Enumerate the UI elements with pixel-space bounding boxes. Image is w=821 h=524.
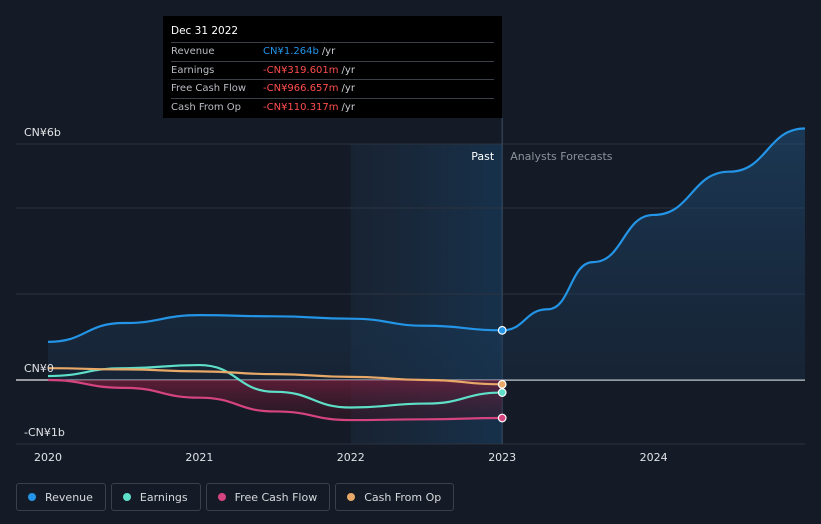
series-end-marker-free-cash-flow <box>497 413 507 423</box>
series-line-free-cash-flow <box>47 378 503 422</box>
legend-item-free-cash-flow[interactable]: Free Cash Flow <box>205 483 331 511</box>
legend-item-revenue[interactable]: Revenue <box>16 483 106 511</box>
y-label-zero: CN¥0 <box>24 362 54 375</box>
tooltip-unit: /yr <box>341 101 355 113</box>
x-tick-label-2022: 2022 <box>337 451 365 464</box>
tooltip-label: Earnings <box>171 64 215 76</box>
series-end-marker-earnings <box>497 388 507 397</box>
chart-legend: Revenue Earnings Free Cash Flow Cash Fro… <box>16 483 455 511</box>
tooltip-unit: /yr <box>341 83 355 94</box>
legend-label: Earnings <box>139 490 188 504</box>
tooltip-row-earnings: Earnings -CN¥319.601m /yr <box>171 60 494 80</box>
series-area-revenue <box>48 128 805 380</box>
series-line-revenue <box>47 314 503 343</box>
legend-dot-icon <box>122 493 131 501</box>
tooltip-row-revenue: Revenue CN¥1.264b /yr <box>171 42 494 61</box>
x-tick-label-2023: 2023 <box>488 451 516 464</box>
series-end-marker-cash-from-op <box>497 379 507 389</box>
legend-item-cash-from-op[interactable]: Cash From Op <box>335 483 455 511</box>
x-tick-label-2024: 2024 <box>640 451 668 464</box>
legend-label: Revenue <box>45 490 93 504</box>
x-tick-label-2020: 2020 <box>34 451 62 464</box>
tooltip-row-cash-from-op: Cash From Op -CN¥110.317m /yr <box>171 97 494 117</box>
tooltip-label: Revenue <box>171 46 215 57</box>
data-tooltip: Dec 31 2022 Revenue CN¥1.264b /yr Earnin… <box>163 16 502 118</box>
y-label-bottom: -CN¥1b <box>24 426 65 439</box>
legend-dot-icon <box>217 493 226 501</box>
tooltip-value: -CN¥319.601m <box>263 64 339 76</box>
legend-label: Cash From Op <box>364 490 442 504</box>
tooltip-label: Cash From Op <box>171 101 242 113</box>
tooltip-date: Dec 31 2022 <box>171 25 239 37</box>
x-tick-label-2021: 2021 <box>185 451 213 464</box>
past-label: Past <box>471 150 495 163</box>
tooltip-value: -CN¥110.317m <box>263 101 339 113</box>
legend-label: Free Cash Flow <box>234 490 318 504</box>
tooltip-unit: /yr <box>341 64 355 76</box>
tooltip-unit: /yr <box>321 46 336 57</box>
tooltip-label: Free Cash Flow <box>171 83 247 94</box>
tooltip-row-free-cash-flow: Free Cash Flow -CN¥966.657m /yr <box>171 79 494 98</box>
series-line-earnings <box>47 363 503 409</box>
forecast-label: Analysts Forecasts <box>510 150 613 163</box>
series-area-free-cash-flow <box>48 380 503 421</box>
series-line-cash-from-op <box>47 367 503 386</box>
legend-item-earnings[interactable]: Earnings <box>110 483 201 511</box>
series-forecast-line-revenue <box>502 127 806 332</box>
legend-dot-icon <box>28 493 36 501</box>
y-label-top: CN¥6b <box>24 126 61 139</box>
tooltip-value: -CN¥966.657m <box>263 83 339 94</box>
legend-dot-icon <box>347 493 356 501</box>
tooltip-value: CN¥1.264b <box>263 46 319 57</box>
series-end-marker-revenue <box>497 325 507 335</box>
